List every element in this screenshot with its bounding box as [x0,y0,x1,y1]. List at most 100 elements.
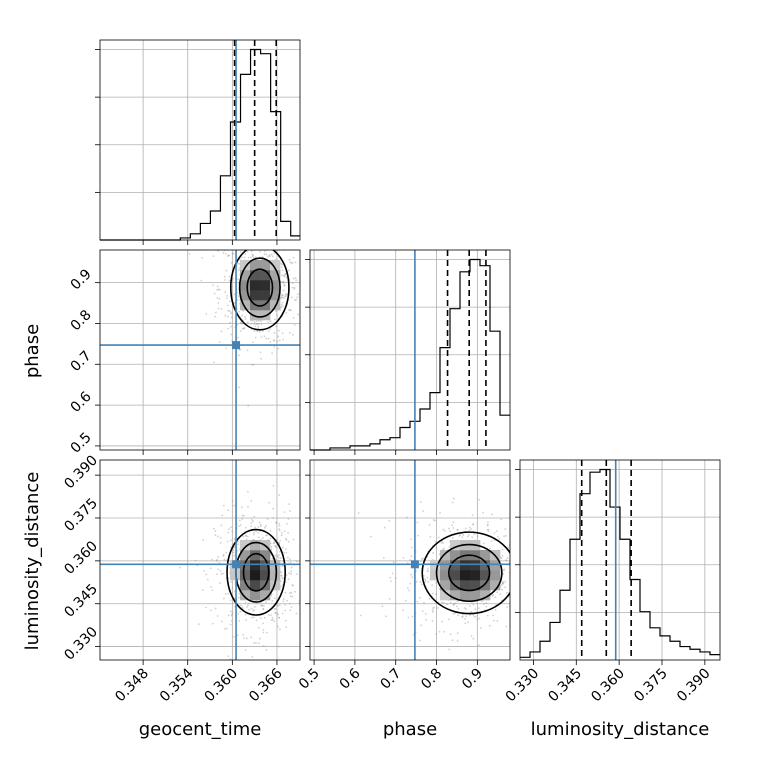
scatter-point [269,238,271,240]
scatter-point [217,302,220,304]
scatter-point [300,542,302,544]
scatter-point [252,341,254,344]
scatter-point [287,531,289,534]
scatter-point [244,252,247,255]
scatter-point [506,606,509,609]
scatter-point [237,263,239,265]
scatter-point [471,514,474,517]
scatter-point [220,308,223,310]
scatter-point [291,241,293,243]
scatter-point [247,256,250,259]
scatter-point [537,572,539,574]
scatter-point [288,309,291,312]
scatter-point [262,537,264,539]
scatter-point [470,611,472,613]
scatter-point [219,570,222,572]
scatter-point [515,576,517,578]
scatter-point [288,243,290,245]
scatter-point [456,529,459,531]
scatter-point [490,540,493,542]
scatter-point [260,320,262,323]
scatter-point [214,315,216,318]
scatter-point [280,294,283,297]
scatter-point [278,542,281,545]
scatter-point [202,539,205,541]
scatter-point [514,574,516,576]
scatter-point [523,555,525,557]
scatter-point [503,535,505,538]
scatter-point [461,616,464,618]
scatter-point [505,559,508,562]
scatter-point [269,537,272,540]
scatter-point [216,297,219,299]
scatter-point [293,286,296,289]
density-bin [450,550,461,561]
scatter-point [223,279,226,281]
scatter-point [472,637,475,640]
scatter-point [452,521,455,524]
scatter-point [278,628,281,631]
scatter-point [499,593,502,596]
scatter-point [505,592,508,594]
scatter-point [258,521,261,524]
scatter-point [215,573,218,575]
density-bin [460,580,471,591]
density-bin [490,580,501,591]
scatter-point [500,518,503,521]
scatter-point [293,288,296,290]
scatter-point [527,592,529,594]
scatter-point [194,559,197,562]
scatter-point [217,288,220,291]
y-tick-label-luminosity-distance: 0.330 [61,624,101,664]
scatter-point [236,549,239,552]
scatter-point [253,609,256,612]
scatter-point [452,604,455,606]
scatter-point [222,572,224,575]
scatter-point [251,363,253,366]
density-bin [460,560,471,571]
scatter-point [244,230,246,232]
histogram-steps-phase [310,258,510,451]
scatter-point [216,558,218,561]
scatter-point [275,546,277,549]
scatter-point [554,584,556,586]
scatter-point [273,608,276,610]
scatter-point [227,592,230,595]
scatter-point [435,593,437,596]
density-bin [470,590,481,601]
scatter-point [257,626,260,629]
scatter-point [504,580,507,583]
scatter-point [205,573,208,576]
scatter-point [246,321,249,324]
density-bin [250,280,261,291]
scatter-point [464,622,467,625]
scatter-point [275,521,277,524]
scatter-point [458,534,461,536]
scatter-point [277,625,279,628]
scatter-point [487,523,489,526]
scatter-point [281,577,284,580]
histogram-panel-phase [305,249,511,455]
scatter-point [487,530,490,533]
scatter-point [512,536,514,538]
scatter-point [228,279,231,282]
scatter-point [383,526,386,529]
scatter-point [281,612,284,615]
scatter-point [501,582,504,585]
scatter-point [296,560,299,563]
scatter-point [289,609,292,612]
scatter-point [491,594,494,597]
scatter-point [426,576,429,579]
scatter-point [285,539,288,541]
scatter-point [285,272,287,275]
scatter-point [250,323,253,325]
scatter-point [511,598,513,600]
scatter-point [226,540,229,543]
scatter-point [510,600,512,602]
scatter-point [290,262,293,265]
scatter-point [447,618,450,621]
scatter-point [218,297,221,300]
scatter-point [278,339,281,342]
scatter-point [254,336,257,339]
scatter-point [250,525,253,528]
